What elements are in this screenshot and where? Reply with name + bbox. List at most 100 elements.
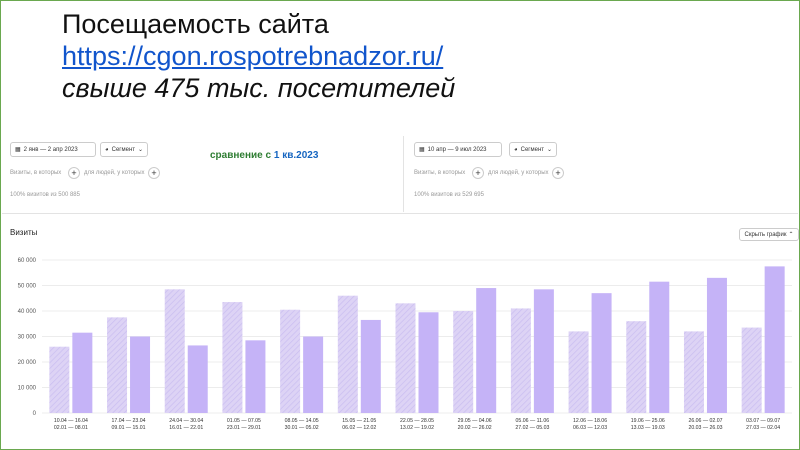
bar-solid[interactable] <box>360 319 381 413</box>
bar-hatched[interactable] <box>626 321 647 413</box>
x-tick-label-secondary: 13.03 — 19.03 <box>631 425 665 431</box>
section-divider <box>2 213 798 214</box>
segment-icon: ◕ <box>105 146 109 153</box>
comparison-highlight: 1 кв.2023 <box>273 150 319 161</box>
site-link[interactable]: https://cgon.rospotrebnadzor.ru/ <box>62 41 444 71</box>
visits-bar-chart: 0 10 000 20 000 30 000 40 000 50 000 60 000 10… <box>18 258 792 431</box>
segment-icon: ◕ <box>514 146 518 153</box>
calendar-icon: ▦ <box>419 147 425 153</box>
x-tick-label-secondary: 30.01 — 05.02 <box>285 425 319 431</box>
bar-hatched[interactable] <box>164 289 185 413</box>
x-tick-label-primary: 01.05 — 07.05 <box>227 418 261 424</box>
slide-subtitle: свыше 475 тыс. посетителей <box>62 73 456 103</box>
filter-label-people: для людей, у которых <box>84 170 145 176</box>
x-tick-label-secondary: 02.01 — 08.01 <box>54 425 88 431</box>
bar-hatched[interactable] <box>395 303 416 413</box>
bar-hatched[interactable] <box>568 331 589 413</box>
x-tick-label-secondary: 16.01 — 22.01 <box>169 425 203 431</box>
plus-icon[interactable]: + <box>472 167 484 179</box>
chevron-down-icon: ⌄ <box>138 147 144 153</box>
x-tick-label-primary: 17.04 — 23.04 <box>112 418 146 424</box>
bar-solid[interactable] <box>706 277 727 413</box>
bar-solid[interactable] <box>591 293 612 413</box>
bar-solid[interactable] <box>764 266 785 413</box>
y-tick-label: 30 000 <box>18 335 37 341</box>
bar-hatched[interactable] <box>683 331 704 413</box>
filter-label-visits: Визиты, в которых <box>10 170 62 176</box>
x-tick-label-secondary: 06.03 — 12.03 <box>573 425 607 431</box>
y-tick-label: 60 000 <box>18 258 37 264</box>
segment-button-right[interactable]: ◕ Сегмент ⌄ <box>509 142 557 157</box>
date-range-picker-left[interactable]: ▦ 2 янв — 2 апр 2023 <box>10 142 96 157</box>
bar-solid[interactable] <box>130 336 151 414</box>
bar-hatched[interactable] <box>453 311 474 413</box>
chart-grid <box>42 259 792 414</box>
x-tick-label-primary: 19.06 — 25.06 <box>631 418 665 424</box>
chart-bars <box>49 266 785 414</box>
report-panel-right: ▦ 10 апр — 9 июл 2023 ◕ Сегмент ⌄ Визиты… <box>406 136 798 212</box>
y-tick-label: 10 000 <box>18 386 37 392</box>
bar-hatched[interactable] <box>741 327 762 413</box>
date-range-label: 10 апр — 9 июл 2023 <box>427 146 487 153</box>
calendar-icon: ▦ <box>15 147 21 153</box>
comparison-label: сравнение с 1 кв.2023 <box>210 150 319 161</box>
bar-solid[interactable] <box>476 288 497 413</box>
bar-solid[interactable] <box>418 312 439 413</box>
x-tick-label-secondary: 13.02 — 19.02 <box>400 425 434 431</box>
x-tick-label-primary: 22.05 — 28.05 <box>400 418 434 424</box>
x-tick-label-primary: 24.04 — 30.04 <box>169 418 203 424</box>
x-tick-label-secondary: 23.01 — 29.01 <box>227 425 261 431</box>
bar-solid[interactable] <box>533 289 554 413</box>
bar-hatched[interactable] <box>510 308 531 413</box>
x-tick-label-secondary: 27.03 — 02.04 <box>746 425 780 431</box>
x-tick-label-secondary: 09.01 — 15.01 <box>112 425 146 431</box>
chevron-up-icon: ⌃ <box>788 232 794 238</box>
bar-solid[interactable] <box>649 281 670 413</box>
y-axis-ticks: 0 10 000 20 000 30 000 40 000 50 000 60 000 <box>18 258 37 417</box>
x-tick-label-primary: 08.05 — 14.05 <box>285 418 319 424</box>
bar-solid[interactable] <box>303 336 324 414</box>
visits-summary-left: 100% визитов из 500 885 <box>10 192 80 198</box>
y-tick-label: 20 000 <box>18 360 37 366</box>
date-range-picker-right[interactable]: ▦ 10 апр — 9 июл 2023 <box>414 142 502 157</box>
slide-title-block: Посещаемость сайта https://cgon.rospotre… <box>62 8 782 104</box>
plus-icon[interactable]: + <box>552 167 564 179</box>
bar-solid[interactable] <box>245 340 266 413</box>
chevron-down-icon: ⌄ <box>547 147 553 153</box>
slide-title: Посещаемость сайта <box>62 9 329 39</box>
date-range-label: 2 янв — 2 апр 2023 <box>23 146 78 153</box>
y-tick-label: 0 <box>33 411 37 417</box>
plus-icon[interactable]: + <box>68 167 80 179</box>
bar-solid[interactable] <box>72 332 93 413</box>
filter-label-people: для людей, у которых <box>488 170 549 176</box>
bar-hatched[interactable] <box>107 317 128 413</box>
segment-label: Сегмент <box>520 146 545 153</box>
x-tick-label-primary: 29.05 — 04.06 <box>458 418 492 424</box>
bar-hatched[interactable] <box>49 346 70 413</box>
visits-summary-right: 100% визитов из 529 695 <box>414 192 484 198</box>
x-tick-label-secondary: 27.02 — 05.03 <box>515 425 549 431</box>
y-tick-label: 40 000 <box>18 309 37 315</box>
filter-label-visits: Визиты, в которых <box>414 170 466 176</box>
x-tick-label-primary: 12.06 — 18.06 <box>573 418 607 424</box>
x-tick-label-primary: 15.05 — 21.05 <box>342 418 376 424</box>
chart-title: Визиты <box>10 228 38 237</box>
x-tick-label-secondary: 20.02 — 26.02 <box>458 425 492 431</box>
x-tick-label-secondary: 20.03 — 26.03 <box>688 425 722 431</box>
bar-hatched[interactable] <box>222 302 243 413</box>
report-panel-left: ▦ 2 янв — 2 апр 2023 ◕ Сегмент ⌄ Визиты,… <box>2 136 404 212</box>
hide-chart-label: Скрыть график <box>744 231 787 238</box>
bar-hatched[interactable] <box>337 295 358 413</box>
segment-button-left[interactable]: ◕ Сегмент ⌄ <box>100 142 148 157</box>
hide-chart-button[interactable]: Скрыть график ⌃ <box>739 228 799 241</box>
x-tick-label-primary: 10.04 — 16.04 <box>54 418 88 424</box>
plus-icon[interactable]: + <box>148 167 160 179</box>
x-tick-label-primary: 26.06 — 02.07 <box>688 418 722 424</box>
bar-solid[interactable] <box>187 345 208 413</box>
x-tick-label-primary: 05.06 — 11.06 <box>516 418 550 424</box>
x-tick-label-primary: 03.07 — 09.07 <box>746 418 780 424</box>
bar-hatched[interactable] <box>280 309 301 413</box>
x-tick-label-secondary: 06.02 — 12.02 <box>342 425 376 431</box>
segment-label: Сегмент <box>111 146 136 153</box>
